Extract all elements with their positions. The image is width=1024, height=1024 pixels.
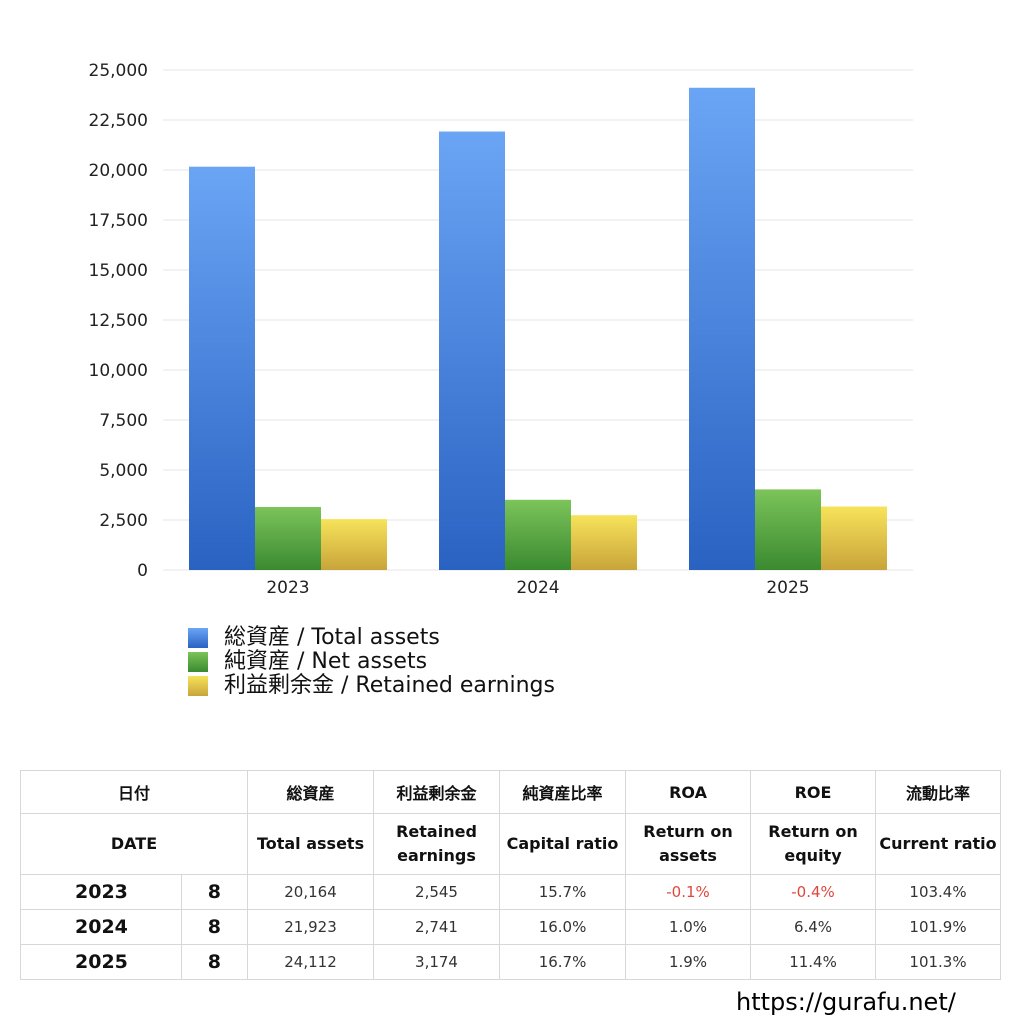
bar-total-assets bbox=[439, 131, 505, 571]
cell-roa: 1.0% bbox=[625, 909, 752, 945]
y-tick-label: 25,000 bbox=[89, 61, 148, 81]
legend-label: 利益剰余金 / Retained earnings bbox=[224, 673, 555, 698]
y-tick-label: 22,500 bbox=[89, 111, 148, 131]
cell-retained-earnings: 2,545 bbox=[373, 874, 501, 910]
y-tick-label: 17,500 bbox=[89, 211, 148, 231]
header-retained-earnings-ja: 利益剰余金 bbox=[373, 770, 501, 814]
cell-total-assets: 21,923 bbox=[247, 909, 375, 945]
bar-net-assets bbox=[505, 499, 571, 570]
cell-capital-ratio: 16.7% bbox=[499, 944, 627, 980]
cell-roe: -0.4% bbox=[750, 874, 877, 910]
header-roa-en: Return on assets bbox=[625, 813, 752, 875]
cell-year: 2025 bbox=[20, 944, 182, 980]
financial-table: 日付 総資産 利益剰余金 純資産比率 ROA ROE 流動比率 DATE Tot… bbox=[19, 770, 1002, 980]
header-retained-earnings-en: Retained earnings bbox=[373, 813, 501, 875]
header-roe-en: Return on equity bbox=[750, 813, 877, 875]
table-row: 2025 8 24,112 3,174 16.7% 1.9% 11.4% 101… bbox=[20, 944, 1002, 980]
bar-total-assets bbox=[689, 87, 755, 570]
bar-retained-earnings bbox=[821, 506, 887, 570]
bar-retained-earnings bbox=[321, 519, 387, 570]
bar-chart: 0 2,500 5,000 7,500 10,000 12,500 15,000 17,500… bbox=[89, 61, 913, 598]
cell-year: 2024 bbox=[20, 909, 182, 945]
bar-retained-earnings bbox=[571, 515, 637, 570]
y-axis-labels: 0 2,500 5,000 7,500 10,000 12,500 15,000 17,500… bbox=[89, 61, 148, 581]
cell-month: 8 bbox=[180, 944, 249, 980]
bars bbox=[189, 87, 887, 571]
cell-current-ratio: 101.3% bbox=[875, 944, 1002, 980]
cell-current-ratio: 103.4% bbox=[875, 874, 1002, 910]
cell-roa: -0.1% bbox=[625, 874, 752, 910]
cell-year: 2023 bbox=[20, 874, 182, 910]
cell-retained-earnings: 3,174 bbox=[373, 944, 501, 980]
legend: 総資産 / Total assets 純資産 / Net assets 利益剰余… bbox=[188, 626, 555, 698]
y-tick-label: 12,500 bbox=[89, 311, 148, 331]
legend-swatch-retained-earnings bbox=[188, 676, 208, 696]
x-tick-label: 2023 bbox=[266, 578, 309, 598]
cell-current-ratio: 101.9% bbox=[875, 909, 1002, 945]
legend-item-total-assets: 総資産 / Total assets bbox=[188, 626, 555, 650]
y-tick-label: 5,000 bbox=[99, 461, 148, 481]
bar-total-assets bbox=[189, 166, 255, 570]
cell-month: 8 bbox=[180, 909, 249, 945]
cell-total-assets: 24,112 bbox=[247, 944, 375, 980]
x-axis-labels: 2023 2024 2025 bbox=[266, 578, 809, 598]
cell-roe: 11.4% bbox=[750, 944, 877, 980]
y-tick-label: 7,500 bbox=[99, 411, 148, 431]
header-row-ja: 日付 総資産 利益剰余金 純資産比率 ROA ROE 流動比率 bbox=[19, 770, 1002, 814]
y-tick-label: 0 bbox=[137, 561, 148, 581]
site-url[interactable]: https://gurafu.net/ bbox=[736, 988, 956, 1016]
legend-swatch-net-assets bbox=[188, 652, 208, 672]
bar-net-assets bbox=[755, 489, 821, 570]
y-tick-label: 10,000 bbox=[89, 361, 148, 381]
legend-label: 純資産 / Net assets bbox=[224, 649, 428, 674]
header-current-ratio-ja: 流動比率 bbox=[875, 770, 1002, 814]
header-roa-ja: ROA bbox=[625, 770, 752, 814]
x-tick-label: 2025 bbox=[766, 578, 809, 598]
cell-total-assets: 20,164 bbox=[247, 874, 375, 910]
y-tick-label: 20,000 bbox=[89, 161, 148, 181]
header-row-en: DATE Total assets Retained earnings Capi… bbox=[19, 813, 1002, 875]
table-row: 2024 8 21,923 2,741 16.0% 1.0% 6.4% 101.… bbox=[20, 909, 1002, 945]
y-tick-label: 2,500 bbox=[99, 511, 148, 531]
bar-net-assets bbox=[255, 507, 321, 570]
cell-capital-ratio: 16.0% bbox=[499, 909, 627, 945]
legend-label: 総資産 / Total assets bbox=[224, 625, 440, 650]
cell-capital-ratio: 15.7% bbox=[499, 874, 627, 910]
x-tick-label: 2024 bbox=[516, 578, 559, 598]
table-row: 2023 8 20,164 2,545 15.7% -0.1% -0.4% 10… bbox=[20, 874, 1002, 910]
header-total-assets-ja: 総資産 bbox=[247, 770, 375, 814]
legend-swatch-total-assets bbox=[188, 628, 208, 648]
header-current-ratio-en: Current ratio bbox=[875, 813, 1002, 875]
legend-item-retained-earnings: 利益剰余金 / Retained earnings bbox=[188, 674, 555, 698]
cell-retained-earnings: 2,741 bbox=[373, 909, 501, 945]
cell-month: 8 bbox=[180, 874, 249, 910]
cell-roe: 6.4% bbox=[750, 909, 877, 945]
header-capital-ratio-ja: 純資産比率 bbox=[499, 770, 627, 814]
legend-item-net-assets: 純資産 / Net assets bbox=[188, 650, 555, 674]
header-total-assets-en: Total assets bbox=[247, 813, 375, 875]
header-capital-ratio-en: Capital ratio bbox=[499, 813, 627, 875]
header-date-ja: 日付 bbox=[19, 770, 249, 814]
header-roe-ja: ROE bbox=[750, 770, 877, 814]
cell-roa: 1.9% bbox=[625, 944, 752, 980]
header-date-en: DATE bbox=[19, 813, 249, 875]
y-tick-label: 15,000 bbox=[89, 261, 148, 281]
